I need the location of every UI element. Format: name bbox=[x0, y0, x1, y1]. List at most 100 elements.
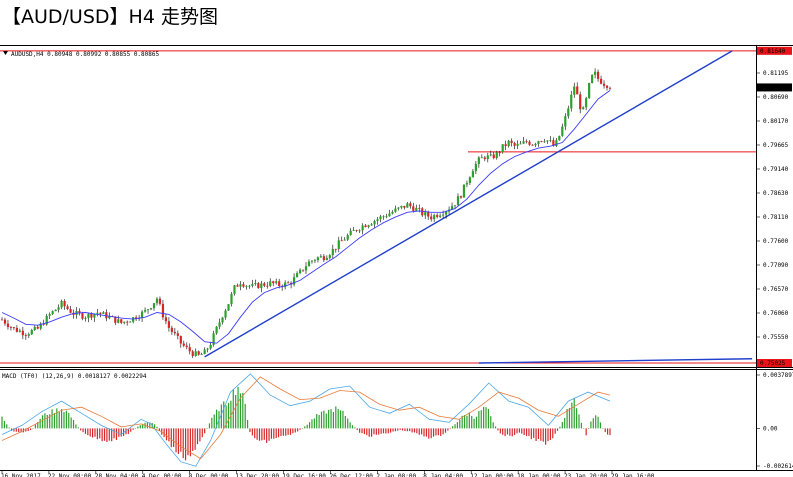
x-tick-label: 18 Jan 00:00 bbox=[517, 473, 561, 477]
candle-body bbox=[591, 74, 594, 84]
level-label-box bbox=[757, 46, 792, 55]
macd-histogram-bar bbox=[115, 428, 118, 440]
candle-body bbox=[504, 144, 507, 147]
macd-histogram-bar bbox=[502, 428, 504, 435]
macd-histogram-bar bbox=[282, 428, 284, 436]
candle-body bbox=[528, 141, 531, 145]
macd-histogram-bar bbox=[206, 428, 208, 429]
macd-histogram-bar bbox=[75, 424, 77, 429]
candle-body bbox=[51, 311, 54, 315]
macd-histogram-bar bbox=[456, 422, 459, 429]
macd-histogram-bar bbox=[134, 428, 137, 429]
macd-histogram-bar bbox=[199, 428, 201, 442]
candle-body bbox=[576, 86, 579, 95]
macd-histogram-bar bbox=[6, 424, 8, 429]
x-tick-label: 28 Nov 04:00 bbox=[95, 473, 139, 477]
macd-histogram-bar bbox=[225, 405, 227, 429]
macd-histogram-bar bbox=[452, 426, 454, 429]
candle-body bbox=[221, 317, 224, 323]
candle-body bbox=[176, 333, 179, 336]
macd-histogram-bar bbox=[466, 415, 468, 429]
candle-body bbox=[543, 141, 546, 143]
candle-body bbox=[197, 351, 200, 355]
macd-histogram-bar bbox=[249, 428, 251, 433]
macd-histogram-bar bbox=[27, 428, 29, 432]
macd-histogram-bar bbox=[306, 424, 308, 429]
macd-histogram-bar bbox=[163, 428, 165, 438]
y-tick-label: 0.77600 bbox=[763, 238, 789, 245]
macd-histogram-bar bbox=[18, 428, 20, 432]
price-panel: 0.81195 0.80690 0.80170 0.79665 0.79140 0.786… bbox=[0, 46, 792, 367]
candle-body bbox=[167, 321, 171, 328]
page-title: 【AUD/USD】H4 走势图 bbox=[2, 6, 218, 28]
candle-body bbox=[483, 157, 486, 160]
macd-histogram-bar bbox=[359, 428, 361, 433]
macd-histogram-bar bbox=[609, 428, 611, 436]
macd-histogram-bar bbox=[192, 428, 194, 451]
x-tick-label: 8 Jan 04:00 bbox=[423, 473, 463, 477]
macd-histogram-bar bbox=[20, 428, 22, 433]
macd-histogram-bar bbox=[523, 428, 525, 436]
macd-histogram-bar bbox=[230, 400, 232, 429]
trendline bbox=[204, 50, 733, 358]
macd-histogram-bar bbox=[509, 428, 511, 436]
candle-body bbox=[6, 323, 10, 328]
candle-body bbox=[164, 317, 168, 322]
candle-body bbox=[191, 351, 194, 357]
candle-body bbox=[462, 184, 466, 198]
collapse-arrow-icon[interactable] bbox=[3, 51, 8, 55]
macd-histogram-bar bbox=[316, 414, 318, 429]
macd-histogram-bar bbox=[418, 428, 420, 435]
candle-body bbox=[239, 284, 242, 287]
macd-histogram-bar bbox=[304, 426, 306, 429]
candle-body bbox=[370, 224, 373, 226]
candle-body bbox=[340, 240, 343, 242]
macd-histogram-bar bbox=[468, 412, 470, 429]
macd-histogram-bar bbox=[406, 428, 408, 432]
y-tick-label: 0.78110 bbox=[763, 214, 789, 221]
candle-body bbox=[188, 347, 191, 352]
macd-histogram-bar bbox=[425, 428, 428, 437]
candle-body bbox=[206, 348, 209, 350]
candle-body bbox=[585, 98, 588, 108]
candle-body bbox=[140, 311, 144, 319]
candle-body bbox=[495, 152, 498, 159]
candle-body bbox=[486, 155, 489, 160]
macd-histogram-bar bbox=[273, 428, 275, 439]
macd-histogram-bar bbox=[552, 428, 554, 439]
macd-histogram-bar bbox=[268, 428, 270, 441]
candle-body bbox=[96, 312, 99, 314]
candle-body bbox=[292, 277, 296, 285]
macd-histogram-bar bbox=[201, 428, 203, 438]
macd-histogram-bar bbox=[380, 428, 382, 434]
candle-body bbox=[558, 135, 561, 141]
macd-histogram-bar bbox=[127, 428, 129, 434]
macd-histogram-bar bbox=[530, 428, 532, 440]
candle-body bbox=[218, 322, 221, 327]
candle-body bbox=[319, 256, 323, 258]
y-tick-label: 0.79140 bbox=[763, 166, 789, 173]
macd-histogram-bar bbox=[263, 428, 265, 440]
candle-body bbox=[453, 205, 457, 207]
macd-histogram-bar bbox=[344, 415, 346, 429]
candle-body bbox=[179, 335, 182, 344]
candle-body bbox=[415, 207, 418, 211]
candle-body bbox=[266, 285, 269, 287]
candle-body bbox=[54, 309, 57, 312]
macd-histogram-bar bbox=[573, 397, 575, 429]
macd-histogram-bar bbox=[444, 428, 447, 433]
macd-histogram-bar bbox=[454, 424, 456, 429]
last-price-label: 0.80865 bbox=[760, 84, 786, 91]
macd-histogram-bar bbox=[397, 428, 399, 431]
y-tick-label: 0.81195 bbox=[763, 70, 789, 77]
candle-body bbox=[117, 319, 120, 323]
macd-histogram-bar bbox=[285, 428, 287, 436]
candle-body bbox=[444, 211, 448, 215]
candle-body bbox=[227, 304, 230, 311]
candle-body bbox=[546, 140, 549, 142]
candle-body bbox=[194, 351, 197, 357]
macd-histogram-bar bbox=[602, 428, 604, 429]
candle-body bbox=[465, 182, 469, 185]
candle-body bbox=[427, 212, 430, 217]
macd-histogram-bar bbox=[146, 421, 149, 429]
